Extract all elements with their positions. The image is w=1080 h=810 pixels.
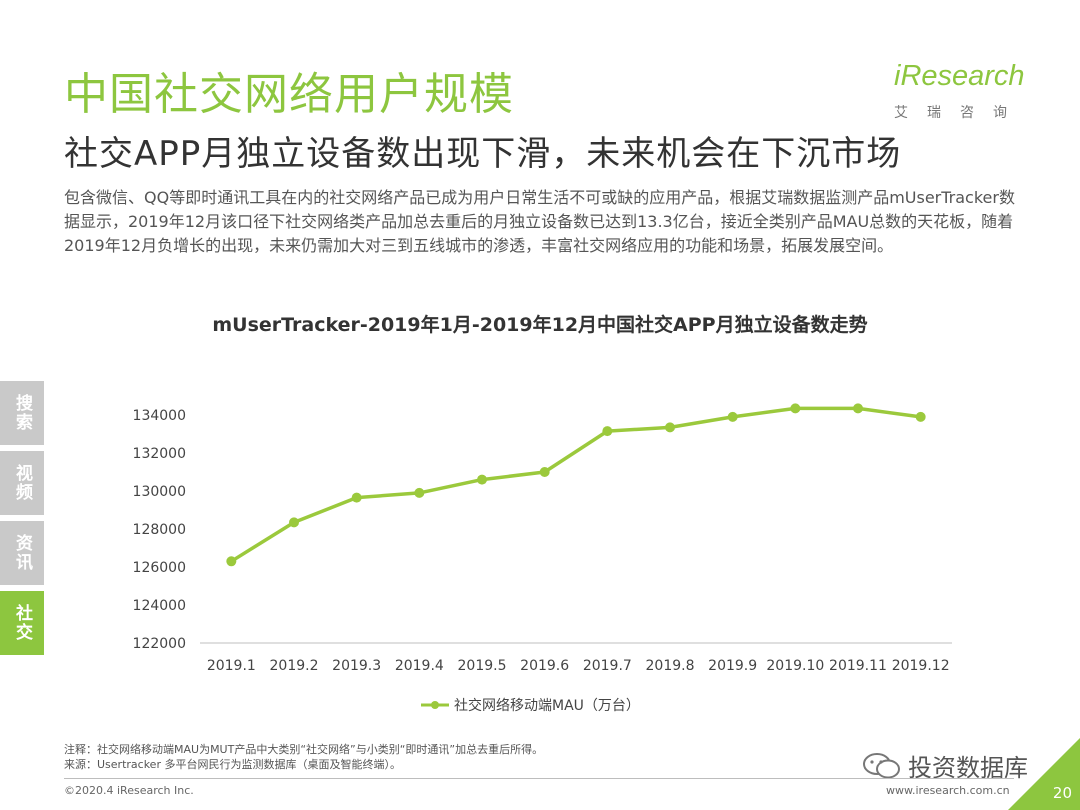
wechat-icon (863, 752, 900, 778)
data-point (539, 467, 550, 477)
data-point (665, 422, 675, 433)
data-point (727, 411, 738, 422)
page-title: 中国社交网络用户规模 (64, 69, 514, 120)
footnote-annotation: 注释：社交网络移动端MAU为MUT产品中大类别“社交网络”与小类别“即时通讯”加… (64, 743, 544, 756)
logo-wordmark: iResearch (894, 60, 1025, 92)
data-point (915, 411, 926, 422)
y-tick-label: 122000 (133, 636, 186, 652)
data-point (226, 556, 237, 567)
logo-chinese-name: 艾瑞咨询 (894, 105, 1026, 121)
x-tick-label: 2019.6 (520, 658, 569, 674)
chart-title: mUserTracker-2019年1月-2019年12月中国社交APP月独立设… (212, 314, 868, 336)
x-tick-label: 2019.2 (270, 658, 319, 674)
legend-line-marker (421, 701, 449, 709)
footnote: 注释：社交网络移动端MAU为MUT产品中大类别“社交网络”与小类别“即时通讯”加… (64, 742, 543, 772)
x-tick-label: 2019.11 (829, 658, 887, 674)
y-tick-label: 134000 (133, 408, 186, 424)
data-point (351, 492, 362, 503)
y-tick-label: 124000 (133, 598, 186, 614)
x-tick-label: 2019.9 (708, 658, 757, 674)
data-point (477, 474, 487, 485)
page-corner-decoration (1008, 738, 1080, 810)
chart-legend: 社交网络移动端MAU（万台） (420, 695, 640, 715)
data-point (602, 426, 613, 437)
x-tick-label: 2019.7 (583, 658, 632, 674)
side-tab-video[interactable]: 视频 (0, 451, 44, 515)
x-tick-label: 2019.12 (892, 658, 950, 674)
iresearch-logo: iResearch 艾瑞咨询 (890, 58, 1030, 128)
series-line (230, 406, 921, 563)
x-tick-label: 2019.4 (395, 658, 444, 674)
page-number: 20 (1052, 784, 1072, 802)
y-tick-label: 132000 (133, 446, 186, 462)
website-link[interactable]: www.iresearch.com.cn (886, 784, 1010, 797)
data-point (790, 403, 801, 414)
x-tick-label: 2019.8 (646, 658, 695, 674)
x-tick-label: 2019.3 (332, 658, 381, 674)
footnote-source: 来源：Usertracker 多平台网民行为监测数据库（桌面及智能终端）。 (64, 758, 401, 771)
legend-label: 社交网络移动端MAU（万台） (454, 698, 640, 714)
side-tabs: 搜索 视频 资讯 社交 (0, 381, 44, 661)
x-tick-label: 2019.10 (766, 658, 824, 674)
data-point (853, 403, 863, 414)
y-tick-label: 128000 (133, 522, 186, 538)
data-point (289, 517, 299, 528)
y-tick-label: 130000 (133, 484, 186, 500)
side-tab-news[interactable]: 资讯 (0, 521, 44, 585)
x-tick-label: 2019.1 (207, 658, 256, 674)
page-subtitle: 社交APP月独立设备数出现下滑，未来机会在下沉市场 (64, 134, 902, 174)
side-tab-search[interactable]: 搜索 (0, 381, 44, 445)
data-point (414, 487, 425, 498)
body-paragraph: 包含微信、QQ等即时通讯工具在内的社交网络产品已成为用户日常生活不可或缺的应用产… (64, 188, 1015, 255)
line-chart: 122000 124000 126000 128000 130000 132000 1340… (133, 403, 952, 674)
copyright: ©2020.4 iResearch Inc. (64, 784, 194, 797)
x-tick-label: 2019.5 (458, 658, 507, 674)
footer-divider (64, 778, 1014, 779)
y-tick-label: 126000 (133, 560, 186, 576)
side-tab-social[interactable]: 社交 (0, 591, 44, 655)
